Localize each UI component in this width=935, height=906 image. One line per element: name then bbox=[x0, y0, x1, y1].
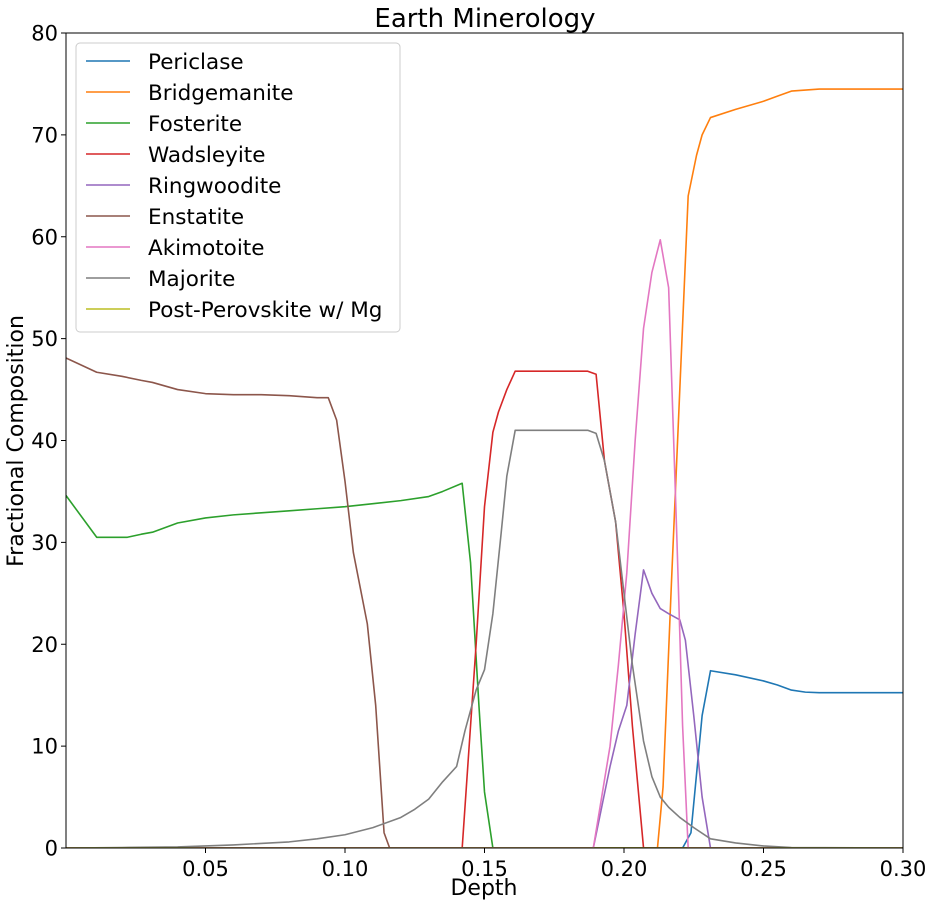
series-line-bridgemanite bbox=[66, 88, 903, 848]
series-line-majorite bbox=[66, 429, 903, 848]
legend-label: Bridgemanite bbox=[148, 81, 293, 106]
legend-label: Majorite bbox=[148, 267, 235, 292]
series-line-akimotoite bbox=[66, 239, 903, 848]
y-tick-label: 60 bbox=[31, 225, 58, 249]
legend-label: Periclase bbox=[148, 50, 244, 75]
series-line-periclase bbox=[66, 669, 903, 848]
x-tick-label: 0.30 bbox=[880, 857, 927, 881]
y-axis: 0 10 20 30 40 50 60 70 80 bbox=[31, 22, 66, 861]
x-axis: 0.05 0.10 0.15 0.20 0.25 0.30 bbox=[182, 848, 926, 881]
legend-label: Ringwoodite bbox=[148, 174, 281, 199]
y-axis-label: Fractional Composition bbox=[4, 315, 29, 567]
y-tick-label: 0 bbox=[45, 837, 58, 861]
legend-label: Post-Perovskite w/ Mg bbox=[148, 298, 382, 323]
y-tick-label: 20 bbox=[31, 633, 58, 657]
legend-label: Fosterite bbox=[148, 112, 242, 137]
y-tick-label: 50 bbox=[31, 327, 58, 351]
x-axis-label: Depth bbox=[450, 876, 517, 901]
x-tick-label: 0.20 bbox=[601, 857, 648, 881]
x-tick-label: 0.05 bbox=[182, 857, 229, 881]
series-layer bbox=[66, 88, 903, 848]
legend-label: Wadsleyite bbox=[148, 143, 265, 168]
y-tick-label: 10 bbox=[31, 735, 58, 759]
series-line-ringwoodite bbox=[66, 569, 903, 848]
y-tick-label: 70 bbox=[31, 123, 58, 147]
x-tick-label: 0.15 bbox=[461, 857, 508, 881]
y-tick-label: 40 bbox=[31, 429, 58, 453]
legend-label: Akimotoite bbox=[148, 236, 264, 261]
y-tick-label: 30 bbox=[31, 531, 58, 555]
x-tick-label: 0.25 bbox=[740, 857, 787, 881]
legend: Periclase Bridgemanite Fosterite Wadsleyite… bbox=[75, 42, 401, 333]
series-line-fosterite bbox=[66, 482, 903, 848]
series-line-enstatite bbox=[66, 357, 903, 848]
legend-label: Enstatite bbox=[148, 205, 244, 230]
series-line-wadsleyite bbox=[66, 370, 903, 848]
legend-box bbox=[75, 42, 401, 333]
y-tick-label: 80 bbox=[31, 22, 58, 46]
x-tick-label: 0.10 bbox=[322, 857, 369, 881]
chart-title: Earth Minerology bbox=[374, 4, 595, 34]
